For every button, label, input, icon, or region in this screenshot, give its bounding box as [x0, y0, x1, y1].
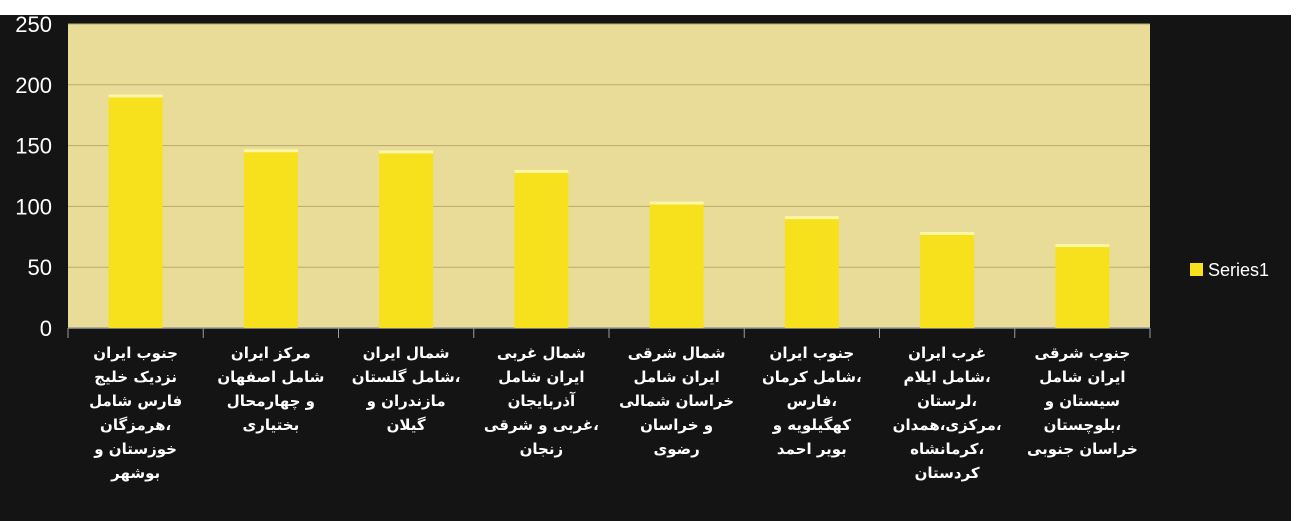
y-tick-label: 150: [15, 134, 52, 159]
bar-highlight: [108, 94, 163, 98]
x-category-label: جنوب ایران نزدیک خلیج فارس شامل هرمزگان، خوز…: [89, 344, 182, 482]
legend-label: Series1: [1208, 260, 1269, 280]
bar-highlight: [514, 169, 569, 173]
bar-highlight: [649, 201, 704, 205]
x-category-label: مرکز ایران شامل اصفهان و چهارمحال بختیاری: [217, 344, 324, 434]
bar-highlight: [920, 231, 975, 235]
y-tick-label: 50: [28, 255, 52, 280]
bar-highlight: [784, 216, 839, 220]
bar-3: [379, 150, 434, 328]
plot-area: [68, 24, 1150, 328]
bar-5: [649, 201, 704, 328]
y-tick-label: 200: [15, 73, 52, 98]
x-category-label: غرب ایران شامل ایلام، لرستان، مرکزی،همدان، ک…: [893, 344, 1002, 482]
right-border: [1291, 0, 1297, 521]
y-tick-label: 0: [40, 316, 52, 341]
x-category-label: شمال ایران شامل گلستان، مازندران و گیلان: [352, 344, 461, 434]
bar-7: [920, 231, 975, 328]
bar-highlight: [243, 149, 298, 153]
bar-highlight: [1055, 244, 1110, 248]
bar-8: [1055, 244, 1110, 328]
bar-1: [108, 94, 163, 328]
bar-2: [243, 149, 298, 328]
top-border: [0, 0, 1297, 15]
x-category-label: جنوب شرقی ایران شامل سیستان و بلوچستان، خراس…: [1027, 344, 1138, 458]
x-category-label: شمال غربی ایران شامل آذربایجان غربی و شرقی،…: [484, 344, 599, 458]
bar-highlight: [379, 150, 434, 154]
x-category-label: شمال شرقی ایران شامل خراسان شمالی و خراسان ر…: [619, 344, 734, 458]
legend-swatch: [1190, 263, 1203, 276]
bar-4: [514, 169, 569, 328]
bar-6: [784, 216, 839, 328]
y-tick-label: 100: [15, 194, 52, 219]
y-tick-label: 250: [15, 12, 52, 37]
x-category-label: جنوب ایران شامل کرمان، فارس، کهگیلویه و بویر…: [762, 344, 862, 458]
